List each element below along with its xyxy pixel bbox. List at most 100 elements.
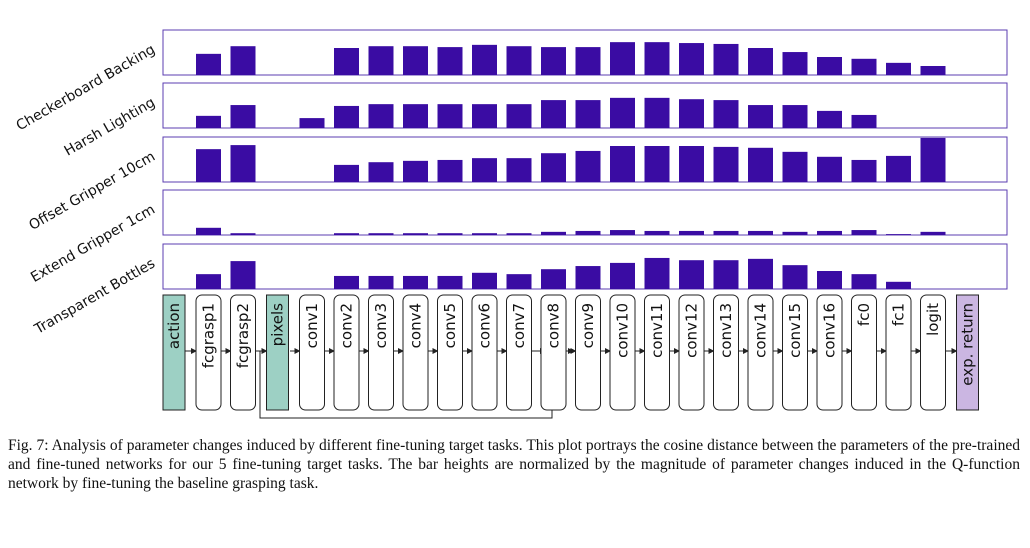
bar [541, 269, 566, 289]
bar [334, 105, 359, 128]
bar [472, 44, 497, 75]
layer-box [195, 294, 222, 411]
bar [644, 146, 670, 182]
bar [403, 233, 428, 235]
layer-box [782, 294, 808, 411]
layer-box [333, 294, 360, 411]
bar [610, 97, 635, 128]
layer-box [266, 294, 289, 411]
layer-box [506, 294, 532, 411]
bar [368, 233, 394, 235]
layer-box [471, 294, 498, 411]
layer-label: conv5 [441, 303, 459, 348]
layer-label: conv1 [303, 303, 321, 348]
bar [851, 58, 877, 75]
bar [748, 147, 773, 182]
bar [644, 97, 670, 128]
layer-label: conv9 [579, 303, 597, 348]
bar [575, 266, 601, 289]
bar [782, 231, 808, 235]
bar [748, 105, 773, 128]
bar [575, 230, 601, 235]
bar [920, 66, 946, 75]
bar [817, 110, 842, 128]
layer-box [299, 294, 325, 411]
bar [472, 233, 497, 235]
layer-label: conv10 [614, 303, 632, 358]
layer-box [816, 294, 843, 411]
bar [334, 164, 359, 182]
bar [541, 153, 566, 182]
bar [368, 46, 394, 75]
bar [230, 145, 256, 182]
layer-box [575, 294, 601, 411]
bar [437, 159, 463, 182]
layer-label: conv12 [683, 303, 701, 358]
bar [886, 155, 911, 182]
bar [437, 275, 463, 289]
bar [196, 227, 221, 235]
bar [299, 118, 325, 128]
bar [196, 115, 221, 128]
layer-label: conv14 [752, 303, 770, 358]
bar [610, 42, 635, 75]
bar [230, 46, 256, 75]
layer-box [920, 294, 946, 411]
layer-label: conv15 [786, 303, 804, 358]
layer-label: pixels [269, 303, 287, 347]
bar [886, 234, 911, 235]
layer-box [609, 294, 636, 411]
panel-frame [162, 189, 1008, 236]
bar [851, 159, 877, 182]
bar [679, 43, 704, 75]
layer-box [851, 294, 877, 411]
bar [782, 265, 808, 289]
bar [851, 230, 877, 235]
layer-box [402, 294, 429, 411]
bar [920, 137, 946, 182]
bar [782, 151, 808, 182]
bar [679, 99, 704, 128]
layer-label: fcgrasp2 [234, 303, 252, 368]
layer-label: conv16 [821, 303, 839, 358]
bar [437, 233, 463, 235]
bar [713, 260, 739, 289]
bar [679, 260, 704, 289]
layer-label: conv13 [717, 303, 735, 358]
layer-box [885, 294, 912, 411]
bar [851, 114, 877, 128]
bar [575, 47, 601, 75]
layer-label: fc1 [890, 303, 908, 326]
layer-box [747, 294, 774, 411]
bar [403, 275, 428, 289]
bar [817, 156, 842, 182]
layer-box [713, 294, 739, 411]
bar [541, 100, 566, 128]
bar [196, 274, 221, 289]
bar [886, 281, 911, 289]
layer-label: conv4 [407, 303, 425, 348]
bar [920, 231, 946, 235]
layer-box [162, 294, 186, 411]
bar [644, 230, 670, 235]
caption: Fig. 7: Analysis of parameter changes in… [8, 437, 1020, 492]
layer-box [956, 294, 979, 411]
bar [506, 46, 532, 75]
bar [644, 42, 670, 75]
layer-label: conv3 [372, 303, 390, 348]
bar [334, 48, 359, 75]
figure: action fcgrasp1 fcgrasp2 pixels conv1 conv2 co… [14, 29, 1008, 419]
bar [713, 230, 739, 235]
layer-label: conv11 [648, 303, 666, 358]
bar [506, 233, 532, 235]
bar [437, 104, 463, 128]
bar [472, 104, 497, 128]
layer-label: conv8 [545, 303, 563, 348]
bar [403, 46, 428, 75]
bar [575, 150, 601, 182]
bar [575, 100, 601, 128]
bar [679, 230, 704, 235]
bar [334, 275, 359, 289]
layer-label: conv2 [338, 303, 356, 348]
bar [679, 146, 704, 182]
